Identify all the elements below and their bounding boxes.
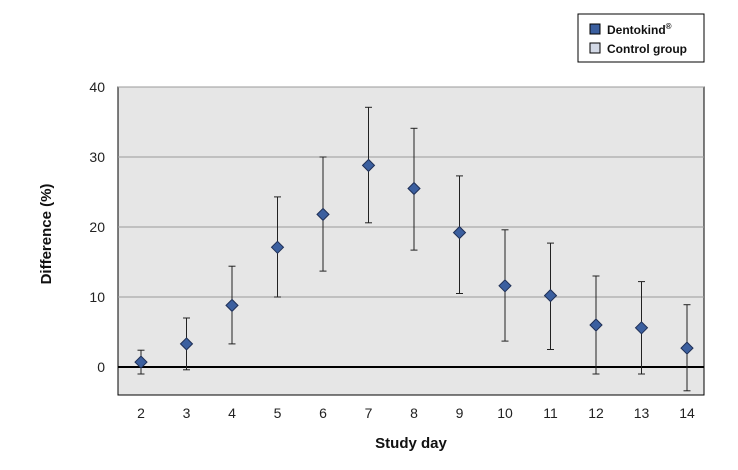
x-tick-label: 2 xyxy=(137,405,145,421)
data-point xyxy=(634,321,649,335)
y-tick-label: 30 xyxy=(89,149,105,165)
legend-label-control-group: Control group xyxy=(607,42,687,56)
y-tick-label: 20 xyxy=(89,219,105,235)
x-tick-label: 12 xyxy=(588,405,604,421)
legend-box xyxy=(577,13,705,63)
data-point xyxy=(361,158,376,173)
x-tick-label: 5 xyxy=(274,405,282,421)
data-point xyxy=(134,355,148,369)
x-tick-label: 7 xyxy=(365,405,373,421)
data-point xyxy=(680,341,694,355)
x-tick-label: 11 xyxy=(543,405,558,421)
svg-text:Dentokind®: Dentokind® xyxy=(607,22,672,37)
legend: Dentokind® Control group xyxy=(577,13,705,63)
legend-label-dentokind: Dentokind xyxy=(607,23,666,37)
legend-item-dentokind: Dentokind® xyxy=(589,22,672,37)
x-tick-label: 6 xyxy=(319,405,327,421)
x-tick-label: 4 xyxy=(228,405,236,421)
data-point xyxy=(179,337,194,351)
data-point xyxy=(270,240,285,255)
data-point xyxy=(316,207,330,222)
x-tick-label: 14 xyxy=(679,405,695,421)
y-tick-label: 10 xyxy=(89,289,105,305)
legend-sup-dentokind: ® xyxy=(666,22,672,31)
y-tick-label: 0 xyxy=(97,359,105,375)
data-point xyxy=(407,181,421,196)
legend-swatch-dentokind xyxy=(589,23,601,35)
x-tick-label: 10 xyxy=(497,405,513,421)
data-point xyxy=(498,279,512,293)
x-tick-label: 3 xyxy=(183,405,191,421)
x-axis-title: Study day xyxy=(375,435,447,452)
x-tick-label: 9 xyxy=(456,405,464,421)
legend-swatch-control-group xyxy=(589,42,601,54)
y-axis-title: Difference (%) xyxy=(38,184,55,285)
plot-area: 0 10 20 30 40 2 3 4 5 6 7 8 9 10 11 12 13 14 xyxy=(89,79,705,421)
legend-item-control-group: Control group xyxy=(589,42,687,56)
data-point xyxy=(589,318,603,332)
data-point xyxy=(225,298,239,313)
x-tick-label: 13 xyxy=(634,405,650,421)
data-point xyxy=(452,225,467,240)
y-tick-label: 40 xyxy=(89,79,105,95)
x-tick-label: 8 xyxy=(410,405,418,421)
data-point xyxy=(543,288,558,303)
plot-background xyxy=(117,86,705,396)
